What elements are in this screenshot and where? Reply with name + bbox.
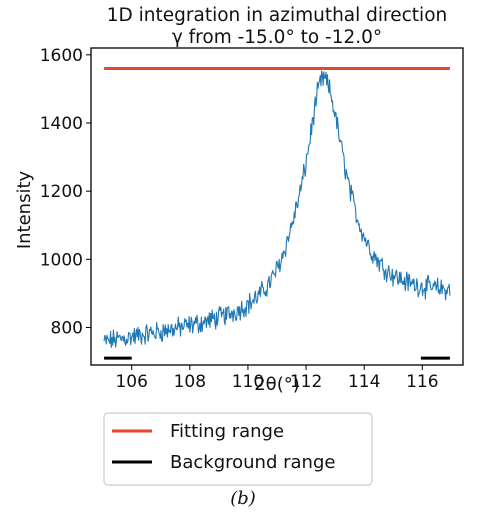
x-tick-label: 108 — [174, 372, 206, 392]
legend-label-fitting-range: Fitting range — [170, 421, 284, 442]
panel-label: (b) — [230, 488, 256, 509]
x-tick-label: 116 — [406, 372, 438, 392]
x-tick-label: 106 — [115, 372, 147, 392]
y-axis-ticks: 800 1000 1200 1400 1600 — [40, 46, 91, 339]
chart-subtitle: γ from -15.0° to -12.0° — [172, 27, 382, 48]
y-tick-label: 800 — [51, 319, 83, 339]
x-tick-label: 110 — [232, 372, 264, 392]
x-axis-label: 2θ(°) — [254, 374, 300, 395]
x-axis-ticks: 106 108 110 112 114 116 — [115, 365, 439, 392]
legend: Fitting range Background range — [103, 412, 373, 486]
x-tick-label: 114 — [348, 372, 380, 392]
chart-title: 1D integration in azimuthal direction — [107, 5, 448, 26]
axes-frame — [90, 47, 464, 366]
legend-label-background-range: Background range — [170, 452, 335, 473]
legend-box — [103, 412, 373, 486]
x-tick-label: 112 — [290, 372, 322, 392]
intensity-series-line — [103, 70, 451, 349]
y-tick-label: 1200 — [40, 182, 83, 202]
y-tick-label: 1000 — [40, 250, 83, 270]
y-tick-label: 1400 — [40, 114, 83, 134]
y-tick-label: 1600 — [40, 46, 83, 66]
y-axis-label: Intensity — [14, 170, 35, 249]
plot-area — [103, 66, 451, 360]
